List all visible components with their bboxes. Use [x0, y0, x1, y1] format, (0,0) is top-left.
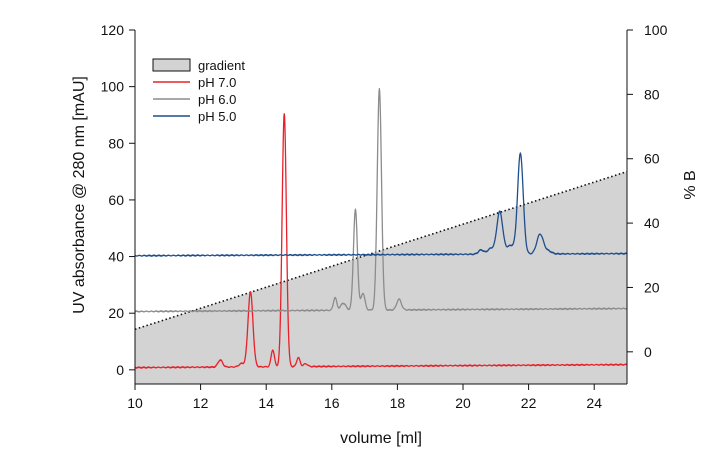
x-tick-label: 18 [390, 395, 406, 411]
y2-tick-label: 100 [644, 22, 668, 38]
series-line-ph-6-0 [135, 88, 627, 313]
x-tick-label: 16 [324, 395, 340, 411]
series-line-ph-7-0 [135, 113, 627, 369]
y2-tick-label: 20 [644, 279, 660, 295]
y-tick-label: 60 [108, 192, 124, 208]
legend-swatch-gradient [152, 58, 191, 72]
y2-tick-label: 40 [644, 215, 660, 231]
plot-area [135, 88, 627, 384]
legend-label-ph-7-0: pH 7.0 [198, 75, 236, 90]
y-tick-label: 120 [101, 22, 125, 38]
x-tick-label: 20 [455, 395, 471, 411]
legend-label-ph-6-0: pH 6.0 [198, 92, 236, 107]
y-tick-label: 100 [101, 79, 125, 95]
legend-label-gradient: gradient [198, 58, 245, 73]
y-tick-label: 20 [108, 305, 124, 321]
x-tick-label: 10 [127, 395, 143, 411]
y2-axis-title: % B [682, 170, 699, 199]
legend: gradient pH 7.0 pH 6.0 pH 5.0 [152, 58, 245, 124]
x-axis-title: volume [ml] [340, 430, 422, 447]
x-tick-label: 22 [521, 395, 537, 411]
x-tick-label: 12 [193, 395, 209, 411]
series-line-ph-5-0 [135, 152, 627, 257]
y-tick-label: 0 [116, 362, 124, 378]
y-axis-title: UV absorbance @ 280 nm [mAU] [71, 76, 88, 314]
y2-tick-label: 0 [644, 344, 652, 360]
x-tick-label: 14 [258, 395, 274, 411]
y2-tick-label: 80 [644, 86, 660, 102]
legend-label-ph-5-0: pH 5.0 [198, 109, 236, 124]
y-tick-label: 80 [108, 135, 124, 151]
y-tick-label: 40 [108, 249, 124, 265]
axes: 10 12 14 16 18 20 22 24 0 20 40 60 80 100 120 0 20 40 60 80… [71, 22, 699, 447]
gradient-area [135, 171, 627, 384]
y2-tick-label: 60 [644, 151, 660, 167]
x-tick-label: 24 [586, 395, 602, 411]
